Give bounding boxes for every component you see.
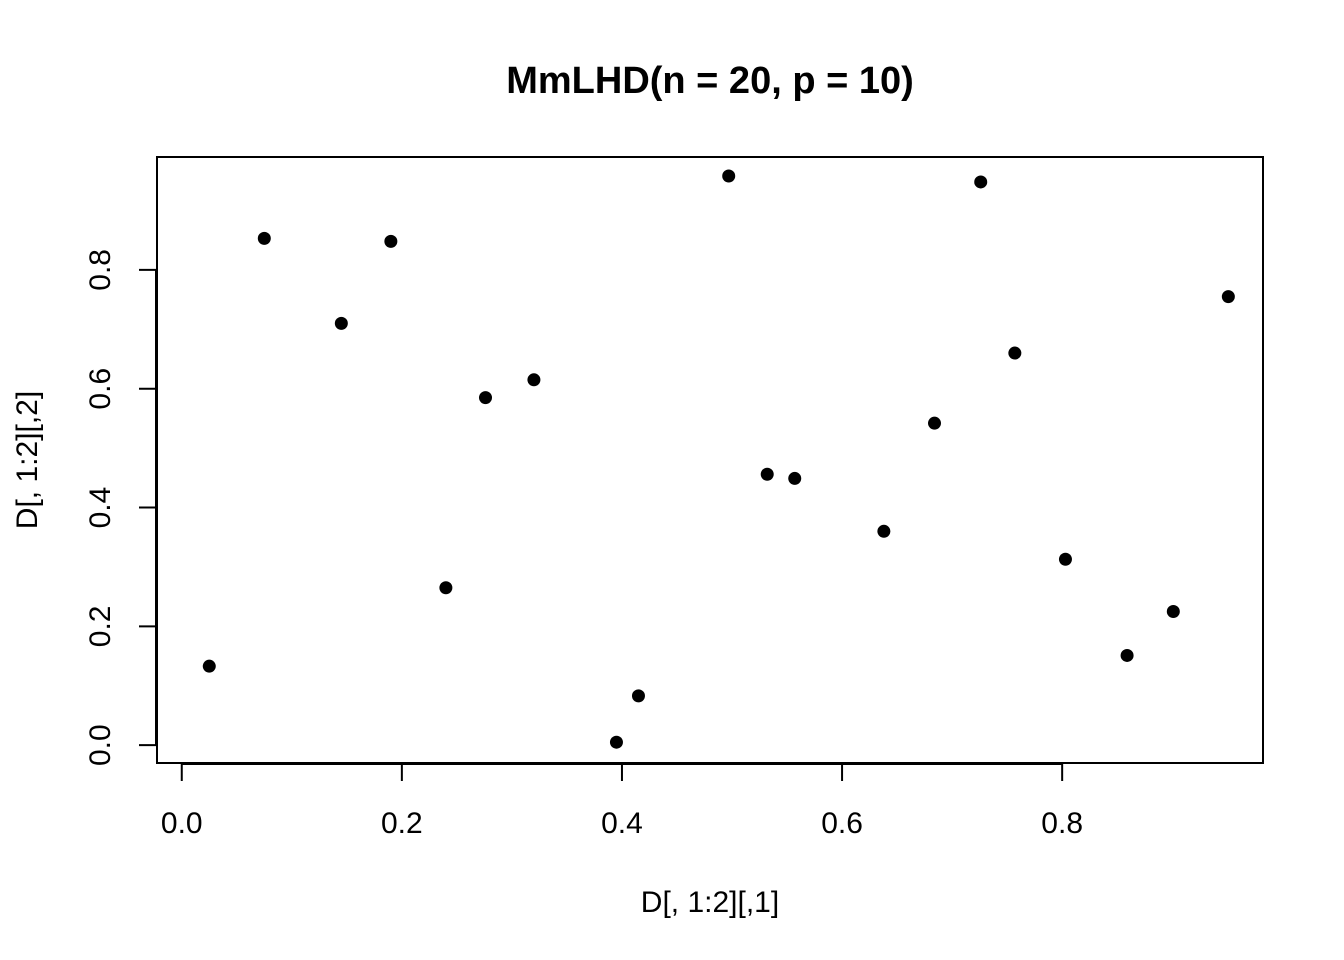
y-tick-label: 0.6 — [84, 368, 117, 410]
data-point — [1222, 290, 1235, 303]
data-point — [610, 736, 623, 749]
data-point — [788, 472, 801, 485]
data-point — [1167, 605, 1180, 618]
y-axis: 0.0 0.2 0.4 0.6 0.8 — [84, 249, 156, 766]
data-point — [384, 235, 397, 248]
y-tick-label: 0.2 — [84, 605, 117, 647]
x-tick-label: 0.2 — [381, 807, 423, 840]
y-tick-label: 0.4 — [84, 487, 117, 529]
data-point — [928, 417, 941, 430]
data-point — [335, 317, 348, 330]
y-tick-label: 0.8 — [84, 249, 117, 291]
x-axis-label: D[, 1:2][,1] — [641, 886, 779, 919]
chart-title: MmLHD(n = 20, p = 10) — [506, 60, 914, 102]
data-points — [203, 170, 1235, 749]
data-point — [439, 581, 452, 594]
data-point — [761, 468, 774, 481]
plot-frame — [157, 157, 1263, 763]
data-point — [877, 525, 890, 538]
y-tick-label: 0.0 — [84, 724, 117, 766]
data-point — [974, 175, 987, 188]
x-tick-label: 0.6 — [821, 807, 863, 840]
x-tick-label: 0.4 — [601, 807, 643, 840]
data-point — [479, 391, 492, 404]
data-point — [1059, 553, 1072, 566]
data-point — [632, 689, 645, 702]
data-point — [722, 170, 735, 183]
x-axis: 0.0 0.2 0.4 0.6 0.8 — [161, 764, 1083, 840]
x-tick-label: 0.8 — [1041, 807, 1083, 840]
y-axis-label: D[, 1:2][,2] — [11, 391, 44, 529]
data-point — [1121, 649, 1134, 662]
data-point — [527, 373, 540, 386]
data-point — [258, 232, 271, 245]
data-point — [1008, 347, 1021, 360]
data-point — [203, 660, 216, 673]
x-tick-label: 0.0 — [161, 807, 203, 840]
